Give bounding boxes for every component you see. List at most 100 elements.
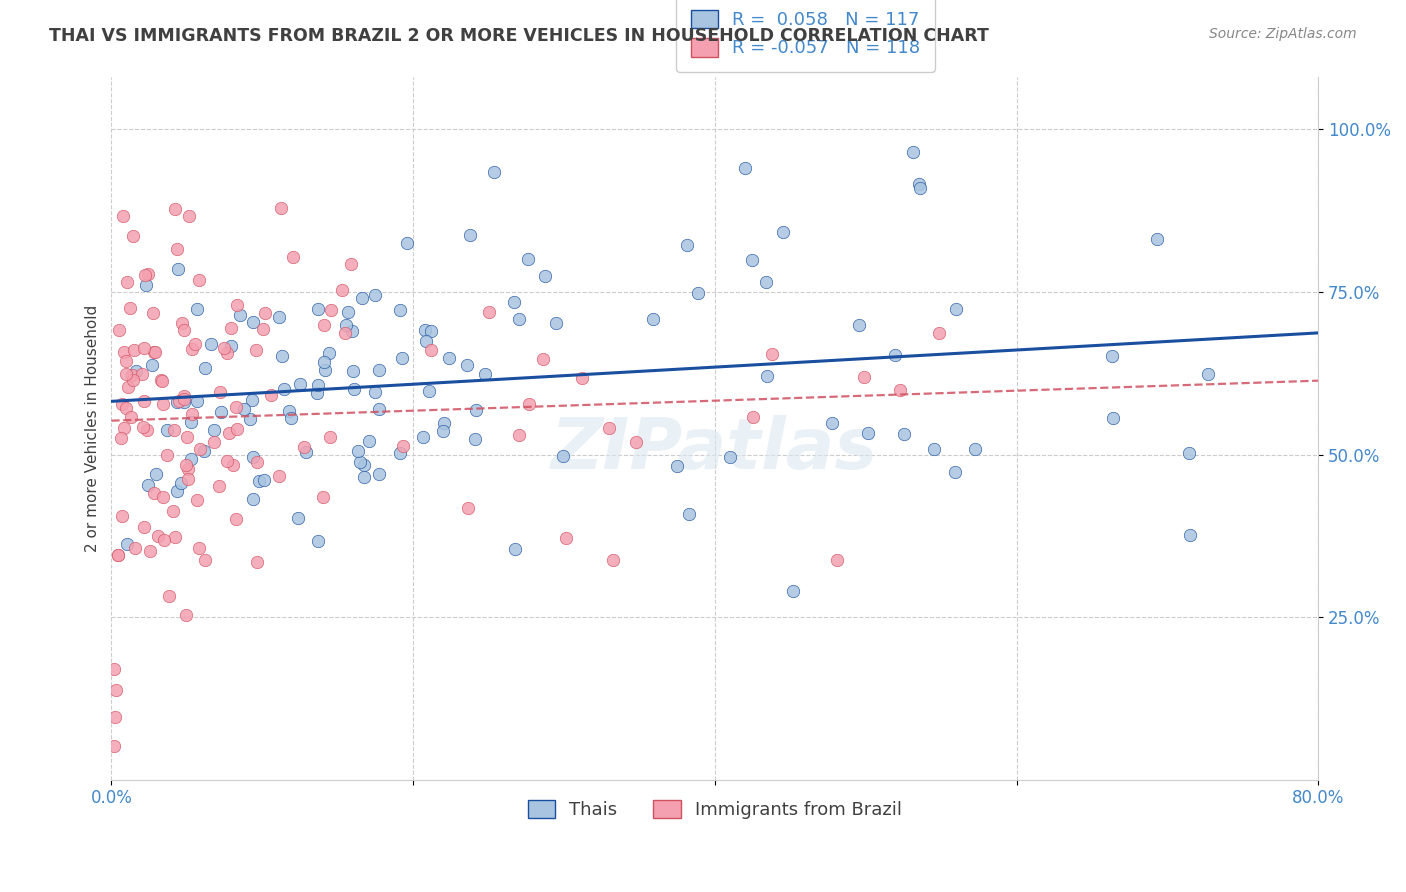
Point — [508, 428, 530, 442]
Point — [908, 177, 931, 191]
Point — [364, 287, 387, 301]
Point — [478, 304, 501, 318]
Point — [180, 407, 202, 421]
Point — [856, 425, 879, 440]
Point — [1102, 411, 1125, 425]
Point — [194, 553, 217, 567]
Point — [761, 347, 783, 361]
Point — [363, 384, 385, 399]
Point — [474, 367, 496, 381]
Point — [170, 316, 193, 330]
Point — [170, 476, 193, 491]
Point — [136, 268, 159, 282]
Point — [318, 346, 340, 360]
Point — [395, 236, 418, 251]
Point — [531, 352, 554, 367]
Point — [245, 343, 267, 358]
Point — [242, 315, 264, 329]
Point — [225, 512, 247, 526]
Point — [901, 145, 924, 160]
Point — [173, 395, 195, 409]
Point — [143, 344, 166, 359]
Y-axis label: 2 or more Vehicles in Household: 2 or more Vehicles in Household — [86, 305, 100, 552]
Point — [153, 533, 176, 547]
Point — [242, 491, 264, 506]
Point — [177, 462, 200, 476]
Point — [145, 467, 167, 481]
Point — [143, 486, 166, 500]
Point — [307, 301, 329, 316]
Point — [121, 368, 143, 382]
Point — [186, 393, 208, 408]
Point — [848, 318, 870, 333]
Point — [120, 409, 142, 424]
Point — [734, 161, 756, 176]
Point — [418, 384, 440, 398]
Point — [288, 377, 311, 392]
Point — [484, 164, 506, 178]
Point — [188, 273, 211, 287]
Point — [295, 445, 318, 459]
Point — [676, 238, 699, 252]
Point — [624, 435, 647, 450]
Point — [349, 455, 371, 469]
Point — [820, 417, 842, 431]
Point — [602, 552, 624, 566]
Point — [136, 477, 159, 491]
Point — [131, 367, 153, 381]
Point — [319, 302, 342, 317]
Point — [163, 423, 186, 437]
Point — [367, 402, 389, 417]
Point — [180, 415, 202, 429]
Point — [225, 400, 247, 414]
Point — [180, 452, 202, 467]
Point — [544, 316, 567, 330]
Point — [246, 555, 269, 569]
Point — [551, 449, 574, 463]
Point — [943, 466, 966, 480]
Point — [340, 257, 363, 271]
Point — [173, 323, 195, 337]
Point — [253, 473, 276, 487]
Point — [149, 372, 172, 386]
Point — [219, 320, 242, 334]
Point — [314, 355, 336, 369]
Point — [893, 426, 915, 441]
Text: THAI VS IMMIGRANTS FROM BRAZIL 2 OR MORE VEHICLES IN HOUSEHOLD CORRELATION CHART: THAI VS IMMIGRANTS FROM BRAZIL 2 OR MORE… — [49, 27, 988, 45]
Point — [312, 490, 335, 504]
Point — [211, 405, 233, 419]
Point — [177, 210, 200, 224]
Point — [124, 541, 146, 556]
Point — [1101, 349, 1123, 363]
Point — [908, 181, 931, 195]
Point — [139, 544, 162, 558]
Point — [517, 397, 540, 411]
Point — [110, 431, 132, 445]
Point — [103, 662, 125, 676]
Point — [217, 454, 239, 468]
Point — [273, 382, 295, 396]
Point — [219, 339, 242, 353]
Point — [229, 308, 252, 322]
Point — [502, 295, 524, 310]
Point — [173, 389, 195, 403]
Point — [225, 422, 247, 436]
Point — [152, 374, 174, 388]
Point — [166, 395, 188, 409]
Point — [269, 310, 291, 324]
Point — [180, 342, 202, 356]
Point — [239, 411, 262, 425]
Point — [853, 370, 876, 384]
Point — [162, 504, 184, 518]
Point — [134, 268, 156, 282]
Point — [157, 589, 180, 603]
Point — [121, 228, 143, 243]
Point — [134, 394, 156, 409]
Point — [643, 312, 665, 326]
Point — [188, 442, 211, 457]
Point — [214, 341, 236, 355]
Point — [1178, 528, 1201, 542]
Point — [117, 380, 139, 394]
Point — [755, 275, 778, 289]
Point — [253, 306, 276, 320]
